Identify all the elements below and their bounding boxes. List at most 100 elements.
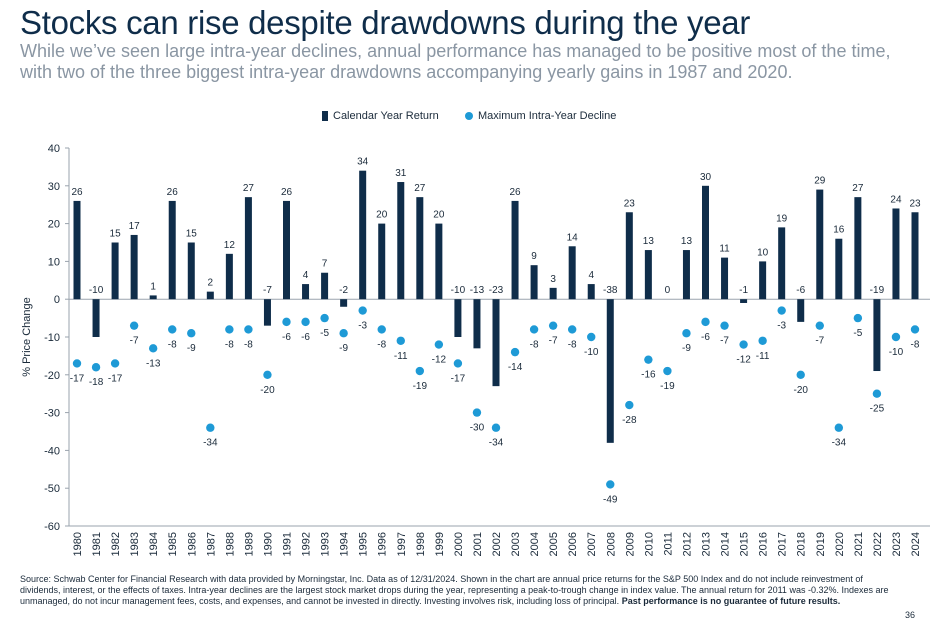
x-tick-label-2020: 2020 [834, 532, 846, 556]
dot-2002 [491, 423, 501, 432]
dot-label-2000: -17 [451, 373, 466, 384]
x-tick-label-2024: 2024 [910, 532, 922, 556]
bar-1982 [111, 242, 119, 300]
dot-label-1996: -8 [377, 339, 386, 350]
bar-label-2010: 13 [643, 236, 655, 247]
bar-label-1990: -7 [263, 285, 272, 296]
dot-1988 [225, 325, 234, 334]
dot-label-2022: -25 [870, 404, 885, 415]
dot-2016 [758, 336, 767, 345]
dot-1993 [320, 313, 329, 323]
x-tick-label-1983: 1983 [129, 532, 141, 556]
y-tick-label: -20 [44, 370, 60, 382]
x-tick-label-2001: 2001 [472, 532, 484, 556]
dot-label-1997: -11 [394, 351, 408, 362]
bar-2014 [721, 257, 729, 300]
bar-label-2008: -38 [603, 285, 618, 296]
dot-label-2017: -3 [777, 321, 786, 332]
x-tick-label-2019: 2019 [815, 532, 827, 556]
bar-label-2012: 13 [681, 236, 693, 247]
dot-label-1981: -18 [89, 377, 104, 388]
bar-label-2005: 3 [550, 274, 556, 285]
dot-label-2016: -11 [756, 351, 770, 362]
x-tick-label-1984: 1984 [148, 532, 160, 556]
dot-label-1995: -3 [358, 321, 367, 332]
dot-label-2004: -8 [530, 339, 539, 350]
bar-2010 [644, 250, 652, 300]
bar-label-2023: 24 [890, 194, 902, 205]
dot-1994 [339, 329, 348, 338]
y-tick-label: 40 [48, 143, 60, 155]
dot-2009 [625, 400, 634, 410]
dot-2008 [606, 480, 615, 489]
dot-2023 [891, 332, 901, 342]
bar-2001 [473, 299, 481, 349]
x-tick-label-1981: 1981 [91, 532, 103, 556]
bar-1986 [187, 242, 195, 300]
dot-2024 [910, 325, 920, 334]
x-tick-label-1991: 1991 [282, 532, 294, 556]
dot-label-2015: -12 [736, 355, 751, 366]
bar-label-1995: 34 [357, 157, 369, 168]
bar-label-1982: 15 [110, 229, 122, 240]
dot-label-2010: -16 [641, 370, 656, 381]
dot-2000 [453, 359, 463, 368]
dot-label-1987: -34 [203, 438, 218, 449]
x-tick-label-2010: 2010 [643, 532, 655, 556]
dot-label-2003: -14 [508, 362, 523, 373]
dot-2001 [472, 408, 482, 417]
page-title: Stocks can rise despite drawdowns during… [20, 4, 751, 41]
x-tick-label-1985: 1985 [167, 532, 179, 556]
legend-label-calendar-return: Calendar Year Return [333, 110, 439, 122]
dot-label-1986: -9 [187, 343, 196, 354]
dot-label-1991: -6 [282, 332, 291, 343]
y-tick-label: 30 [48, 181, 60, 193]
dot-label-2014: -7 [720, 336, 729, 347]
bar-2013 [702, 185, 709, 300]
bar-2018 [797, 299, 805, 322]
x-tick-label-1986: 1986 [186, 532, 198, 556]
bar-1981 [92, 299, 100, 337]
bar-label-2013: 30 [700, 172, 712, 183]
bar-2004 [530, 265, 538, 300]
dot-1997 [396, 336, 405, 345]
dot-2021 [853, 313, 863, 323]
bar-label-2022: -19 [870, 285, 885, 296]
x-tick-label-2018: 2018 [796, 532, 808, 556]
dot-2005 [548, 321, 558, 330]
dot-label-2011: -19 [660, 381, 675, 392]
dot-label-1988: -8 [225, 339, 234, 350]
dot-label-2018: -20 [794, 385, 809, 396]
dot-1991 [282, 317, 291, 327]
bar-2020 [835, 238, 843, 300]
bar-label-1984: 1 [150, 281, 156, 292]
dot-label-2021: -5 [853, 328, 862, 339]
bar-2008 [606, 299, 614, 443]
dot-label-2002: -34 [489, 438, 504, 449]
bar-1983 [130, 234, 138, 300]
dot-label-2012: -9 [682, 343, 691, 354]
bar-1989 [244, 197, 252, 300]
bar-label-2006: 14 [567, 232, 579, 243]
x-tick-label-2000: 2000 [453, 532, 465, 556]
bar-2002 [492, 299, 500, 387]
dot-label-2023: -10 [889, 347, 904, 358]
dot-label-2007: -10 [584, 347, 599, 358]
bar-label-2019: 29 [814, 176, 826, 187]
dot-label-1983: -7 [130, 336, 139, 347]
dot-2010 [644, 355, 653, 364]
bar-2003 [511, 200, 519, 300]
x-tick-label-1996: 1996 [377, 532, 389, 556]
dot-label-2024: -8 [911, 339, 920, 350]
dot-label-2008: -49 [603, 494, 618, 505]
y-tick-label: -40 [44, 445, 60, 457]
x-tick-label-2009: 2009 [624, 532, 636, 556]
dot-2011 [663, 366, 672, 376]
bar-label-1981: -10 [89, 285, 104, 296]
bar-label-2016: 10 [757, 247, 769, 258]
dot-2018 [796, 370, 805, 379]
dot-label-2001: -30 [470, 423, 485, 434]
bar-label-2002: -23 [489, 285, 504, 296]
dot-label-2006: -8 [568, 339, 577, 350]
x-tick-label-2014: 2014 [720, 532, 732, 556]
